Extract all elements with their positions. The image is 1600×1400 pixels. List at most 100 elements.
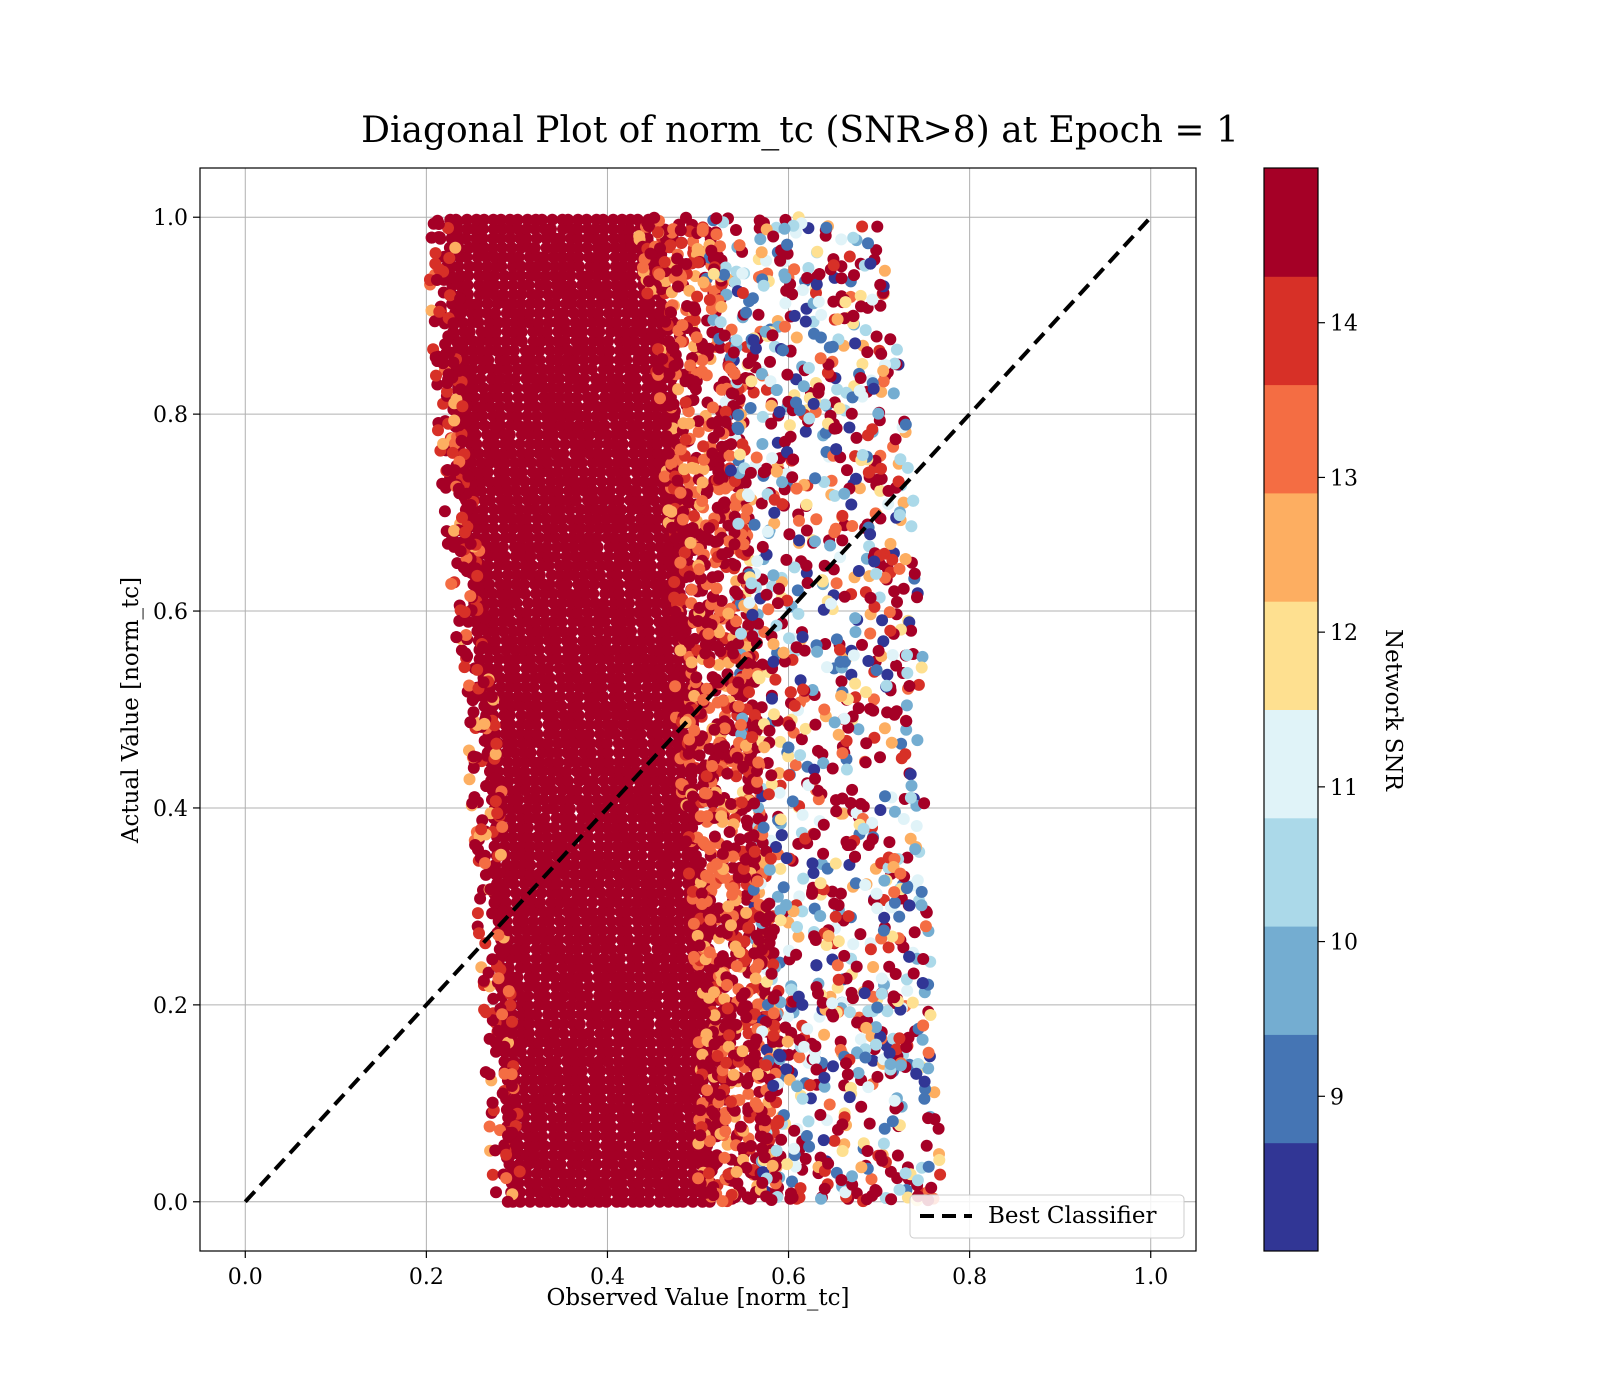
scatter-point (653, 456, 665, 469)
scatter-point (762, 603, 775, 616)
scatter-point (652, 980, 665, 993)
scatter-point (557, 260, 570, 273)
scatter-point (696, 354, 709, 367)
scatter-point (567, 541, 580, 554)
scatter-point (545, 400, 557, 413)
scatter-point (915, 885, 928, 898)
scatter-point (583, 522, 596, 535)
scatter-point (501, 578, 513, 591)
scatter-point (592, 307, 605, 320)
scatter-point (799, 315, 812, 328)
scatter-point (632, 1149, 645, 1161)
scatter-point (508, 344, 520, 357)
scatter-point (564, 793, 576, 806)
scatter-point (588, 1120, 601, 1133)
scatter-point (649, 1130, 662, 1143)
scatter-point (846, 783, 859, 796)
scatter-point (568, 325, 581, 338)
scatter-point (651, 503, 664, 516)
scatter-point (615, 700, 628, 713)
scatter-point (652, 728, 665, 741)
scatter-point (850, 960, 863, 973)
scatter-point (605, 1130, 618, 1143)
scatter-point (568, 288, 581, 301)
scatter-point (536, 1074, 548, 1087)
scatter-point (634, 1186, 646, 1199)
scatter-point (651, 438, 664, 451)
scatter-point (617, 541, 630, 554)
scatter-point (610, 1046, 623, 1059)
scatter-point (620, 559, 633, 572)
scatter-point (539, 625, 552, 638)
scatter-point (501, 569, 514, 582)
scatter-point (603, 344, 616, 357)
scatter-point (871, 902, 884, 915)
scatter-point (817, 818, 830, 831)
scatter-point (554, 503, 567, 516)
scatter-point (632, 672, 645, 684)
scatter-point (571, 672, 584, 684)
scatter-point (581, 990, 594, 1002)
scatter-point (492, 363, 505, 376)
scatter-point (661, 643, 674, 656)
scatter-point (586, 896, 599, 909)
scatter-point (602, 756, 615, 769)
scatter-point (640, 1120, 653, 1133)
scatter-point (543, 335, 556, 348)
scatter-point (568, 354, 581, 366)
scatter-point (526, 466, 539, 479)
scatter-point (648, 494, 661, 507)
scatter-point (883, 836, 896, 849)
scatter-point (597, 494, 610, 507)
scatter-point (810, 513, 823, 526)
scatter-point (605, 1111, 617, 1124)
scatter-point (554, 943, 567, 956)
scatter-point (708, 1109, 721, 1121)
scatter-point (549, 634, 562, 647)
scatter-point (505, 447, 518, 460)
scatter-point (579, 578, 591, 591)
scatter-point (827, 1060, 839, 1073)
scatter-point (589, 700, 602, 713)
scatter-point (504, 438, 517, 451)
scatter-point (547, 597, 560, 610)
scatter-point (636, 1036, 649, 1049)
scatter-point (799, 425, 812, 438)
scatter-point (581, 793, 594, 806)
scatter-point (599, 971, 612, 984)
scatter-point (626, 831, 639, 843)
scatter-point (653, 709, 666, 722)
scatter-point (497, 541, 509, 554)
scatter-point (769, 673, 782, 686)
scatter-point (911, 874, 924, 887)
scatter-point (508, 354, 521, 366)
scatter-point (521, 522, 534, 535)
scatter-point (529, 382, 542, 394)
scatter-point (574, 1177, 586, 1190)
scatter-point (585, 746, 598, 759)
scatter-point (597, 774, 610, 787)
scatter-point (522, 597, 535, 610)
scatter-point (661, 821, 673, 834)
scatter-point (556, 279, 569, 292)
scatter-point (639, 653, 652, 666)
scatter-point (572, 690, 585, 703)
scatter-point (667, 793, 680, 806)
scatter-point (533, 297, 545, 310)
scatter-point (595, 559, 607, 572)
scatter-point (621, 344, 634, 357)
scatter-point (531, 1177, 543, 1190)
scatter-point (597, 232, 610, 245)
scatter-point (576, 559, 589, 572)
scatter-point (496, 820, 509, 833)
scatter-point (539, 269, 552, 282)
scatter-point (752, 617, 765, 630)
scatter-point (646, 1092, 659, 1105)
scatter-point (505, 531, 518, 544)
scatter-point (507, 325, 519, 338)
scatter-point (624, 232, 637, 245)
scatter-point (691, 290, 704, 303)
scatter-point (567, 615, 579, 628)
scatter-point (481, 260, 493, 273)
scatter-point (477, 241, 490, 254)
